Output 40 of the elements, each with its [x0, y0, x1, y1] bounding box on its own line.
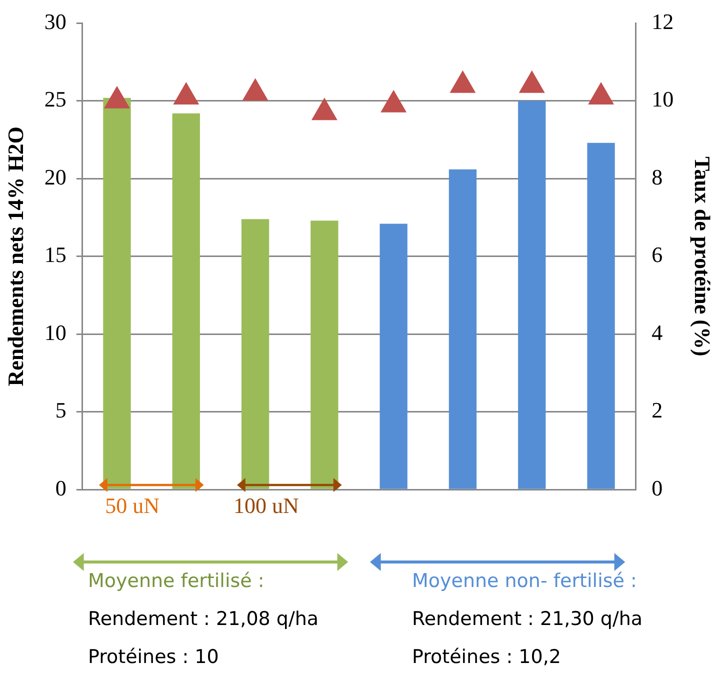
point	[519, 70, 544, 93]
y2-tick-label: 2	[652, 398, 663, 423]
point	[104, 86, 130, 108]
point	[242, 78, 268, 101]
y2-tick-label: 8	[652, 164, 663, 190]
text: Rendement : 21,30 q/ha	[412, 608, 643, 630]
y-tick-label: 25	[44, 86, 66, 112]
point	[450, 70, 476, 93]
text: 50 uN	[105, 492, 160, 519]
y2-tick-label: 6	[652, 242, 663, 268]
text: Rendement : 21,08 q/ha	[88, 608, 319, 630]
y-tick-label: 15	[44, 242, 66, 268]
text: Moyenne non- fertilisé :	[412, 570, 637, 592]
y2-tick-label: 4	[652, 320, 663, 345]
point	[312, 98, 338, 120]
y2-tick-label: 0	[652, 475, 663, 500]
point	[588, 82, 614, 105]
y2-tick-label: 10	[652, 86, 674, 112]
point	[174, 82, 199, 105]
bar	[448, 169, 477, 489]
y-tick-label: 5	[55, 398, 66, 423]
y-tick-label: 0	[55, 475, 66, 500]
bar	[103, 98, 131, 489]
y-tick-label: 30	[44, 8, 66, 34]
bar	[518, 100, 546, 489]
bar	[172, 113, 200, 489]
text: Protéines : 10,2	[412, 646, 561, 668]
y2-tick-label: 12	[652, 8, 674, 34]
y-tick-label: 20	[44, 164, 66, 190]
text: 100 uN	[233, 492, 299, 519]
y2-axis-title: Taux de protéine (%)	[690, 156, 716, 356]
point	[380, 90, 406, 112]
bar	[310, 220, 338, 489]
text: Moyenne fertilisé :	[88, 570, 264, 592]
bar	[380, 224, 408, 489]
bar	[241, 219, 270, 489]
y-tick-label: 10	[44, 320, 66, 345]
y-axis-title: Rendements nets 14% H2O	[2, 126, 28, 386]
text: Protéines : 10	[88, 646, 219, 668]
bar	[587, 142, 615, 489]
